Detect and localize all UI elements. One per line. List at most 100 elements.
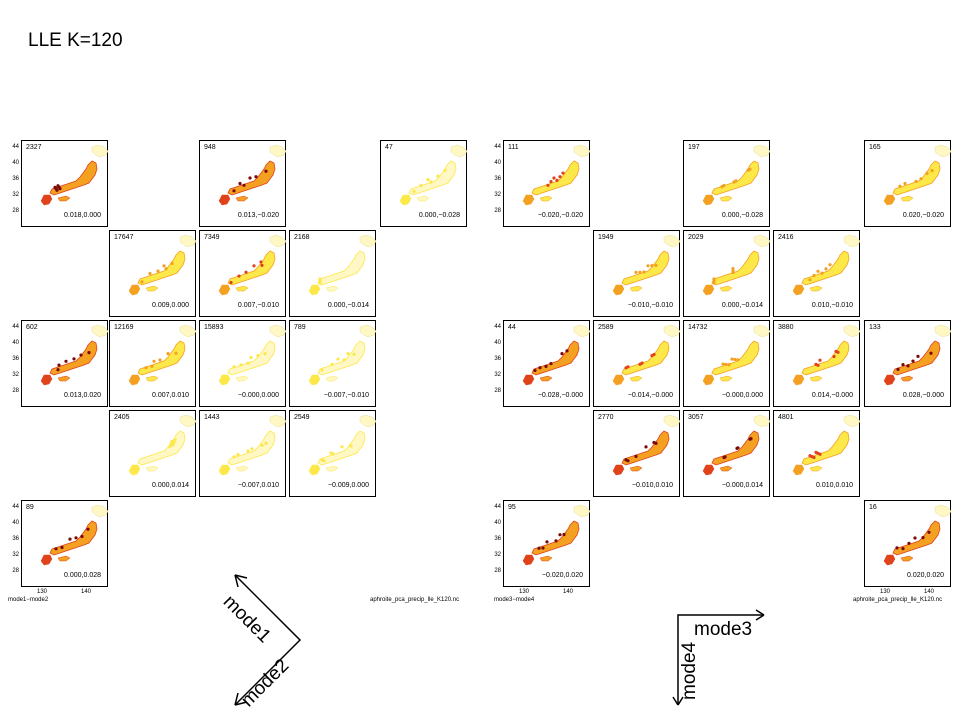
japan-map	[792, 414, 861, 476]
map-shikoku	[900, 555, 914, 562]
panel-count: 47	[385, 144, 393, 151]
panel-coordinate: 0.013,0.020	[64, 392, 101, 399]
map-hotspot	[239, 363, 243, 367]
map-hokkaido	[91, 504, 109, 518]
map-hotspot	[349, 444, 353, 448]
map-hotspot	[654, 263, 658, 267]
panel-count: 4801	[778, 414, 794, 421]
map-hotspot	[732, 180, 736, 184]
left-panel-1443: 1443 −0.007,0.010	[199, 410, 287, 497]
map-hotspot	[419, 183, 423, 188]
right-arrows	[672, 609, 765, 706]
japan-map	[883, 324, 952, 386]
map-hotspot	[896, 367, 900, 371]
panel-coordinate: 0.018,0.000	[64, 212, 101, 219]
map-hotspot	[336, 357, 340, 361]
map-hotspot	[87, 351, 91, 355]
map-hotspot	[558, 175, 562, 179]
japan-map	[792, 234, 861, 296]
map-honshu	[801, 340, 850, 376]
japan-map	[792, 324, 861, 386]
panel-coordinate: −0.028,−0.000	[537, 392, 583, 399]
map-hotspot	[443, 168, 447, 172]
map-hotspot	[58, 187, 62, 191]
left-panel-47: 47 0.000,−0.028	[380, 140, 468, 227]
map-kyushu	[399, 194, 412, 206]
map-hotspot	[561, 171, 565, 175]
map-honshu	[711, 160, 760, 196]
map-hotspot	[232, 365, 236, 369]
map-hotspot	[331, 452, 335, 456]
map-hotspot	[554, 539, 558, 543]
map-hotspot	[64, 359, 68, 363]
y-tick-label: 44	[494, 504, 501, 510]
map-hotspot	[170, 439, 174, 443]
panel-coordinate: −0.000,0.000	[721, 392, 763, 399]
map-hokkaido	[269, 324, 287, 338]
panel-count: 3057	[688, 414, 704, 421]
right-panel-2770: 2770 −0.010,0.010	[593, 410, 681, 497]
map-shikoku	[235, 375, 249, 382]
map-kyushu	[522, 194, 535, 206]
map-hotspot	[322, 459, 326, 463]
map-hotspot	[901, 363, 905, 367]
map-hotspot	[895, 546, 899, 550]
map-hotspot	[229, 280, 233, 285]
japan-map	[612, 414, 681, 476]
left-mode-label: mode1−mode2	[8, 597, 49, 603]
map-hotspot	[724, 362, 728, 366]
map-hotspot	[248, 176, 252, 180]
left-panel-89: 89 0.000,0.028	[21, 500, 109, 587]
japan-map	[218, 144, 287, 206]
map-hotspot	[232, 455, 236, 459]
map-hotspot	[170, 261, 174, 265]
map-hotspot	[898, 184, 902, 188]
y-tick-label: 28	[494, 568, 501, 574]
map-honshu	[317, 430, 366, 466]
y-tick-label: 44	[12, 324, 19, 330]
map-hotspot	[318, 281, 322, 285]
map-hotspot	[259, 260, 263, 264]
arrow-label-mode4: mode4	[679, 641, 700, 700]
map-hotspot	[808, 278, 812, 282]
map-shikoku	[57, 195, 71, 202]
map-kyushu	[308, 284, 321, 296]
map-hotspot	[260, 263, 264, 267]
map-hotspot	[818, 452, 822, 456]
map-hotspot	[56, 368, 60, 372]
map-hotspot	[232, 189, 236, 193]
map-hotspot	[538, 366, 542, 370]
map-hotspot	[812, 455, 816, 460]
panel-count: 197	[688, 144, 700, 151]
right-filename: aphroite_pca_precip_lle_K120.nc	[853, 597, 943, 603]
map-hotspot	[916, 354, 920, 358]
map-hokkaido	[843, 324, 861, 338]
panel-count: 948	[204, 144, 216, 151]
map-hotspot	[244, 270, 248, 274]
map-hotspot	[650, 264, 654, 268]
panel-count: 89	[26, 504, 34, 511]
arrowhead-down-icon	[672, 696, 684, 706]
panel-coordinate: 0.020,0.020	[907, 572, 944, 579]
map-hotspot	[246, 449, 250, 453]
map-kyushu	[218, 374, 231, 386]
map-hotspot	[820, 271, 824, 275]
panel-coordinate: −0.007,−0.010	[323, 392, 369, 399]
left-arrow-path	[234, 574, 302, 706]
map-shikoku	[629, 465, 643, 472]
japan-map	[40, 144, 109, 206]
panel-coordinate: −0.007,0.010	[237, 482, 279, 489]
map-hokkaido	[843, 414, 861, 428]
left-panel-7349: 7349 0.007,−0.010	[199, 230, 287, 317]
map-shikoku	[900, 375, 914, 382]
panel-coordinate: 0.010,−0.010	[811, 302, 853, 309]
map-hotspot	[634, 270, 638, 274]
map-honshu	[621, 340, 670, 376]
map-hokkaido	[359, 324, 377, 338]
map-hotspot	[169, 442, 173, 446]
map-kyushu	[702, 194, 715, 206]
y-tick-label: 40	[12, 160, 19, 166]
map-shikoku	[416, 195, 430, 202]
left-panel-948: 948 0.013,−0.020	[199, 140, 287, 227]
panel-count: 7349	[204, 234, 220, 241]
